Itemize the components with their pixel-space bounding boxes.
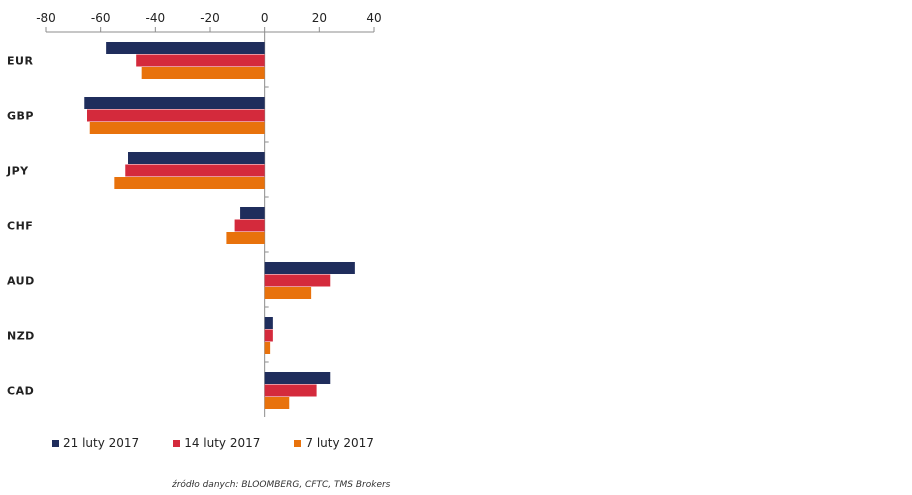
bar-gbp-series-1 [84, 97, 265, 109]
bar-eur-series-2 [136, 54, 265, 67]
x-tick-label: -40 [146, 11, 166, 25]
bars-group [84, 42, 355, 409]
bar-eur-series-3 [141, 67, 265, 79]
bar-gbp-series-3 [89, 122, 265, 134]
category-label-cad: CAD [7, 385, 34, 398]
bar-jpy-series-3 [114, 177, 265, 189]
bar-nzd-series-2 [264, 329, 273, 342]
category-label-aud: AUD [7, 275, 35, 288]
x-tick-label: -60 [91, 11, 111, 25]
legend-label-series-3: 7 luty 2017 [305, 436, 374, 450]
bar-cad-series-2 [264, 384, 317, 397]
bar-chf-series-2 [234, 219, 265, 232]
bar-gbp-series-2 [87, 109, 265, 122]
bar-eur-series-1 [106, 42, 265, 54]
legend-label-series-1: 21 luty 2017 [63, 436, 140, 450]
x-tick-label: -20 [200, 11, 220, 25]
category-label-chf: CHF [7, 220, 33, 233]
labels-group: -80 -60 -40 -20 0 20 40 EUR GBP JPY CHF AUD NZD CAD [6, 11, 382, 398]
bar-chf-series-1 [240, 207, 265, 219]
bar-aud-series-3 [264, 287, 312, 299]
x-tick-label: -80 [36, 11, 56, 25]
x-tick-label: 40 [366, 11, 381, 25]
category-label-nzd: NZD [7, 330, 35, 343]
bar-cad-series-1 [264, 372, 331, 384]
category-label-jpy: JPY [6, 165, 29, 178]
legend-item-series-1: 21 luty 2017 [52, 436, 139, 450]
source-note: źródło danych: BLOOMBERG, CFTC, TMS Brok… [172, 480, 391, 490]
x-tick-label: 20 [312, 11, 327, 25]
legend-item-series-2: 14 luty 2017 [173, 436, 260, 450]
category-label-gbp: GBP [7, 110, 34, 123]
axis-group [45, 27, 375, 417]
legend-swatch-series-1 [52, 439, 59, 447]
bar-aud-series-2 [264, 274, 331, 287]
x-tick-label: 0 [261, 11, 269, 25]
bar-nzd-series-3 [264, 342, 271, 354]
bar-nzd-series-1 [264, 317, 273, 329]
bar-jpy-series-2 [125, 164, 265, 177]
legend-item-series-3: 7 luty 2017 [294, 436, 374, 450]
legend-swatch-series-2 [173, 439, 181, 447]
bar-chf-series-3 [226, 232, 265, 244]
legend-label-series-2: 14 luty 2017 [184, 436, 261, 450]
bar-aud-series-1 [264, 262, 355, 274]
bar-cad-series-3 [264, 397, 290, 409]
bar-jpy-series-1 [128, 152, 265, 164]
category-label-eur: EUR [7, 55, 33, 68]
legend: 21 luty 2017 14 luty 2017 7 luty 2017 [52, 436, 408, 450]
legend-swatch-series-3 [294, 439, 302, 447]
